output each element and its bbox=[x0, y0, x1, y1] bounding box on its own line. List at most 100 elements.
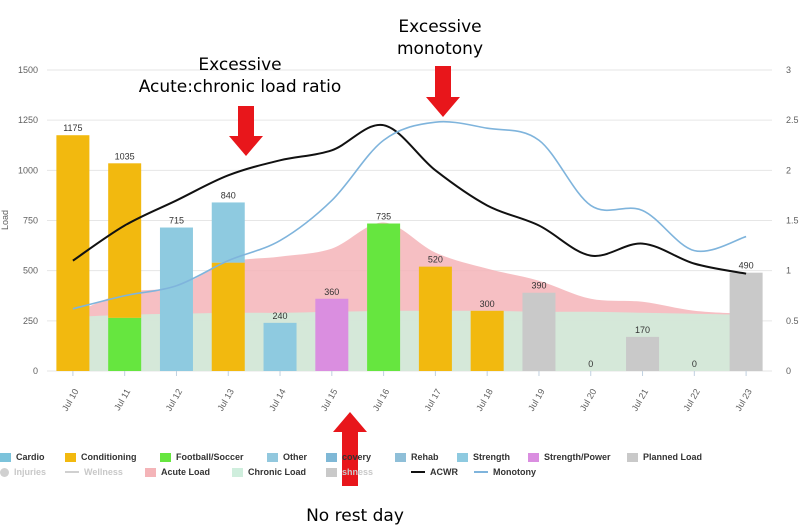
legend-label: covery bbox=[342, 452, 372, 462]
legend-swatch bbox=[65, 471, 79, 473]
bar-conditioning bbox=[108, 163, 142, 318]
bar-data-label: 0 bbox=[692, 359, 697, 369]
x-tick-label: Jul 17 bbox=[422, 387, 443, 413]
y-tick-label: 1000 bbox=[18, 165, 38, 175]
line-monotony bbox=[72, 120, 747, 310]
y2-tick-label: 1.5 bbox=[786, 216, 799, 226]
bar-conditioning bbox=[418, 266, 452, 371]
legend-item[interactable]: Strength bbox=[457, 450, 510, 464]
y-axis-label: Load bbox=[0, 210, 10, 230]
bar-football-soccer bbox=[367, 223, 401, 371]
legend-item[interactable]: shness bbox=[326, 465, 373, 479]
x-tick-label: Jul 22 bbox=[681, 387, 702, 413]
legend-item[interactable]: Wellness bbox=[65, 465, 123, 479]
bar-data-label: 840 bbox=[221, 190, 236, 200]
legend-label: Wellness bbox=[84, 467, 123, 477]
legend-label: Conditioning bbox=[81, 452, 137, 462]
y-tick-label: 500 bbox=[23, 266, 38, 276]
legend-item[interactable]: Cardio bbox=[0, 450, 45, 464]
rest-arrow bbox=[333, 412, 367, 486]
legend-swatch bbox=[474, 471, 488, 473]
monotony-annotation-line1: Excessive bbox=[398, 17, 482, 37]
legend-label: Strength/Power bbox=[544, 452, 611, 462]
bar-series bbox=[56, 135, 763, 371]
legend-swatch bbox=[528, 452, 539, 462]
legend-label: Chronic Load bbox=[248, 467, 306, 477]
bar-data-label: 170 bbox=[635, 325, 650, 335]
bar-data-label: 0 bbox=[588, 359, 593, 369]
legend-item[interactable]: Planned Load bbox=[627, 450, 702, 464]
y-tick-label: 1500 bbox=[18, 65, 38, 75]
bar-data-label: 390 bbox=[531, 281, 546, 291]
bar-conditioning bbox=[470, 310, 504, 371]
x-tick-label: Jul 20 bbox=[578, 387, 599, 413]
legend-label: Monotony bbox=[493, 467, 536, 477]
rest-annotation: No rest day bbox=[306, 506, 404, 526]
data-labels: 1175 1035 715 840 240 360 735 520 300 390 0 170 0 490 bbox=[63, 123, 753, 369]
legend-swatch bbox=[326, 467, 337, 477]
legend-swatch bbox=[326, 452, 337, 462]
legend-item[interactable]: Injuries bbox=[0, 465, 46, 479]
acwr-annotation-line2: Acute:chronic load ratio bbox=[138, 77, 342, 97]
y2-tick-label: 2.5 bbox=[786, 115, 799, 125]
y2-tick-label: 0 bbox=[786, 366, 791, 376]
legend-item[interactable]: covery bbox=[326, 450, 371, 464]
bar-data-label: 1035 bbox=[115, 151, 135, 161]
legend-item[interactable]: Acute Load bbox=[145, 465, 210, 479]
line-acwr bbox=[72, 123, 747, 275]
y2-tick-label: 2 bbox=[786, 165, 791, 175]
y2-tick-label: 1 bbox=[786, 266, 791, 276]
legend-label: shness bbox=[342, 467, 374, 477]
monotony-annotation-line2: monotony bbox=[396, 39, 484, 59]
annotation-arrows bbox=[229, 66, 460, 486]
x-tick-label: Jul 21 bbox=[630, 387, 651, 413]
legend-item[interactable]: Conditioning bbox=[65, 450, 136, 464]
x-tick-label: Jul 13 bbox=[215, 387, 236, 413]
legend-swatch bbox=[627, 452, 638, 462]
y-tick-label: 1250 bbox=[18, 115, 38, 125]
bar-data-label: 1175 bbox=[63, 123, 82, 133]
legend-item[interactable]: Monotony bbox=[474, 465, 536, 479]
bar-data-label: 240 bbox=[273, 311, 288, 321]
y-tick-label: 750 bbox=[23, 216, 38, 226]
x-tick-label: Jul 16 bbox=[371, 387, 392, 413]
y-tick-label: 250 bbox=[23, 316, 38, 326]
legend-swatch bbox=[0, 467, 9, 477]
ratio-lines bbox=[72, 120, 747, 310]
legend-item[interactable]: ACWR bbox=[411, 465, 458, 479]
monotony-arrow bbox=[426, 66, 460, 117]
legend-label: Strength bbox=[473, 452, 510, 462]
legend-item[interactable]: Strength/Power bbox=[528, 450, 611, 464]
legend-item[interactable]: Rehab bbox=[395, 450, 439, 464]
legend-swatch bbox=[232, 467, 243, 477]
legend-item[interactable]: Other bbox=[267, 450, 307, 464]
bar-strength bbox=[159, 227, 193, 371]
y2-tick-label: 0.5 bbox=[786, 316, 799, 326]
legend-label: Injuries bbox=[14, 467, 47, 477]
legend-swatch bbox=[160, 452, 171, 462]
monotony-annotation: Excessive monotony bbox=[370, 16, 510, 60]
legend-label: Rehab bbox=[411, 452, 439, 462]
bar-football-soccer bbox=[108, 317, 142, 371]
bar-planned-load bbox=[729, 272, 763, 371]
y2-tick-label: 3 bbox=[786, 65, 791, 75]
bar-strength bbox=[263, 322, 297, 371]
acwr-arrow bbox=[229, 106, 263, 156]
x-tick-label: Jul 14 bbox=[267, 387, 288, 413]
bar-strength-power bbox=[315, 298, 349, 371]
legend-label: Other bbox=[283, 452, 308, 462]
acwr-annotation-line1: Excessive bbox=[198, 55, 282, 75]
bar-data-label: 735 bbox=[376, 212, 391, 222]
x-tick-label: Jul 12 bbox=[164, 387, 185, 413]
x-tick-label: Jul 11 bbox=[112, 387, 132, 412]
legend-label: Football/Soccer bbox=[176, 452, 244, 462]
x-tick-label: Jul 23 bbox=[733, 387, 754, 413]
legend-swatch bbox=[145, 467, 156, 477]
bar-data-label: 715 bbox=[169, 216, 184, 226]
legend-item[interactable]: Football/Soccer bbox=[160, 450, 244, 464]
bar-conditioning bbox=[211, 262, 245, 371]
bar-strength bbox=[211, 202, 245, 263]
legend-swatch bbox=[65, 452, 76, 462]
legend-item[interactable]: Chronic Load bbox=[232, 465, 306, 479]
bar-data-label: 360 bbox=[324, 287, 339, 297]
